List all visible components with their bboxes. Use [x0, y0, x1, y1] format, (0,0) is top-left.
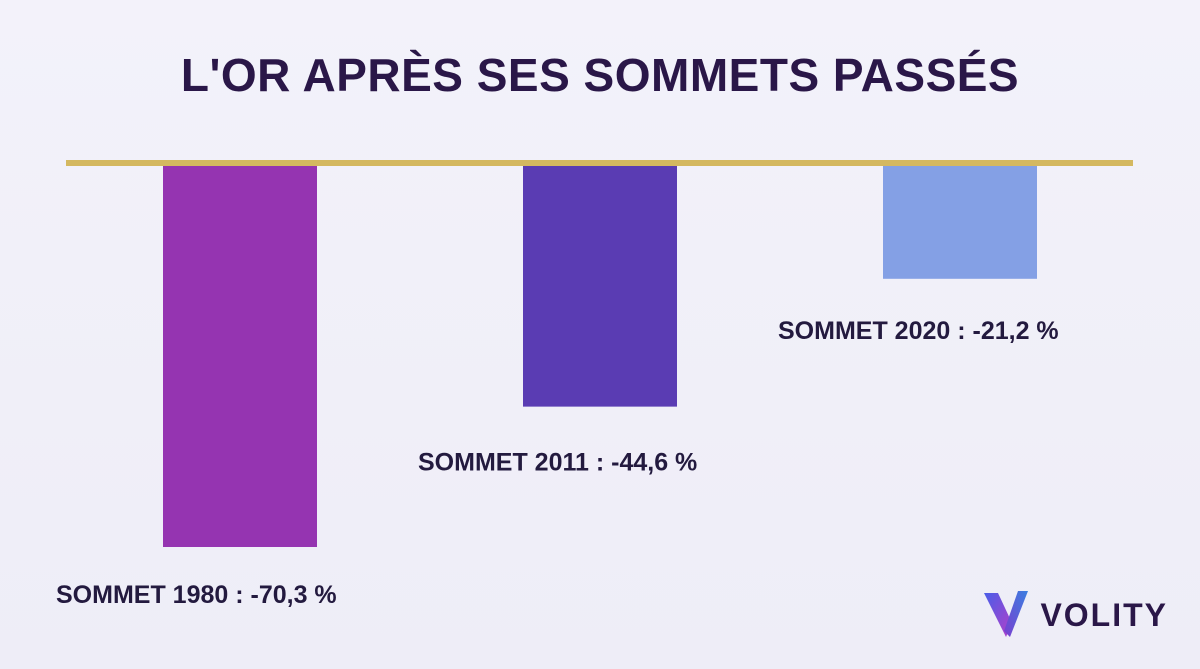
bar-label-1: SOMMET 1980 : -70,3 %: [56, 581, 337, 609]
bar-2: [523, 163, 677, 407]
bar-1: [163, 163, 317, 547]
label-group: SOMMET 1980 : -70,3 % SOMMET 2011 : -44,6…: [56, 317, 1059, 609]
bar-label-2: SOMMET 2011 : -44,6 %: [418, 449, 697, 477]
bar-group: [163, 163, 1037, 547]
bar-3: [883, 163, 1037, 279]
chart-title: L'OR APRÈS SES SOMMETS PASSÉS: [180, 49, 1020, 101]
brand: VOLITY: [982, 589, 1168, 641]
volity-logo-icon: [984, 591, 1029, 637]
brand-name: VOLITY: [1040, 596, 1168, 633]
bar-label-3: SOMMET 2020 : -21,2 %: [778, 317, 1059, 345]
